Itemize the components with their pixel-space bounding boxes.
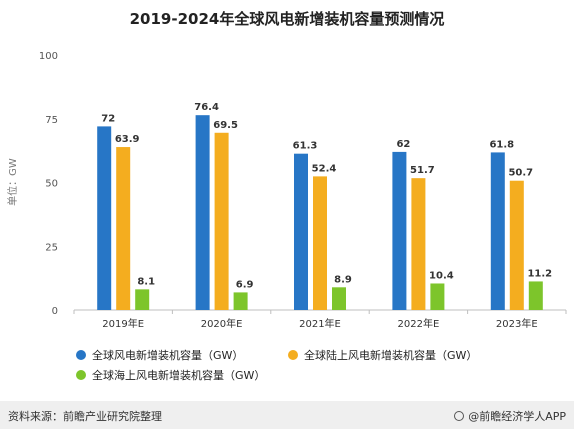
y-tick-label: 50 [45,179,58,190]
footer-bar: 资料来源：前瞻产业研究院整理 @前瞻经济学人APP [0,401,574,429]
y-tick-label: 25 [45,242,58,253]
data-label: 50.7 [508,168,533,179]
bar [233,292,248,310]
x-tick-label: 2020年E [201,317,243,330]
y-axis-label: 单位：GW [6,158,19,206]
legend-label-total: 全球风电新增装机容量（GW） [92,349,244,362]
brand-text: @前瞻经济学人APP [468,410,566,423]
x-tick-label: 2021年E [299,317,341,330]
data-label: 69.5 [213,120,238,131]
bar [509,180,524,310]
legend-item-onshore: 全球陆上风电新增装机容量（GW） [288,347,477,363]
bar [214,132,229,310]
bar [332,287,346,310]
legend-swatch-offshore [76,370,86,380]
bar [411,178,426,310]
y-tick-label: 100 [39,51,58,62]
data-label: 52.4 [312,163,337,174]
chart-title: 2019-2024年全球风电新增装机容量预测情况 [129,10,445,28]
bar [392,151,407,310]
legend-item-offshore: 全球海上风电新增装机容量（GW） [76,367,265,383]
bar [116,147,131,310]
x-axis: 2019年E 2020年E 2021年E 2022年E 2023年E [73,309,567,330]
data-label: 10.4 [429,270,454,281]
data-label: 62 [396,139,410,150]
data-label: 8.1 [137,276,155,287]
bar [294,153,308,310]
bar [490,152,505,310]
source-note: 资料来源：前瞻产业研究院整理 [8,410,162,423]
bars-group [97,115,543,311]
legend-item-total: 全球风电新增装机容量（GW） [76,347,243,363]
legend-swatch-onshore [288,350,298,360]
data-label: 61.3 [293,141,318,152]
data-label: 63.9 [115,134,140,145]
x-tick-label: 2022年E [398,317,440,330]
x-tick-label: 2019年E [102,317,144,330]
data-label: 76.4 [194,102,219,113]
x-tick-label: 2023年E [496,317,538,330]
y-axis: 0 25 50 75 100 [39,51,58,317]
bar [528,281,543,310]
bar [430,283,445,310]
bar-chart: 单位：GW 0 25 50 75 100 2019年E 2020年E 2021年E 2022年… [6,51,567,330]
data-label: 72 [101,113,115,124]
data-label: 6.9 [236,279,254,290]
bar [195,115,210,311]
data-label: 61.8 [489,139,514,150]
y-tick-label: 75 [45,115,58,126]
legend-label-offshore: 全球海上风电新增装机容量（GW） [92,369,266,382]
y-tick-label: 0 [52,306,58,317]
data-label: 51.7 [410,165,435,176]
legend-swatch-total [76,350,86,360]
brand-credit: @前瞻经济学人APP [454,408,566,424]
bar [97,126,112,311]
bar [135,289,150,310]
data-label: 8.9 [334,274,352,285]
brand-logo-icon [454,411,465,421]
bar [313,176,327,310]
legend-label-onshore: 全球陆上风电新增装机容量（GW） [304,349,478,362]
data-label: 11.2 [527,268,552,279]
